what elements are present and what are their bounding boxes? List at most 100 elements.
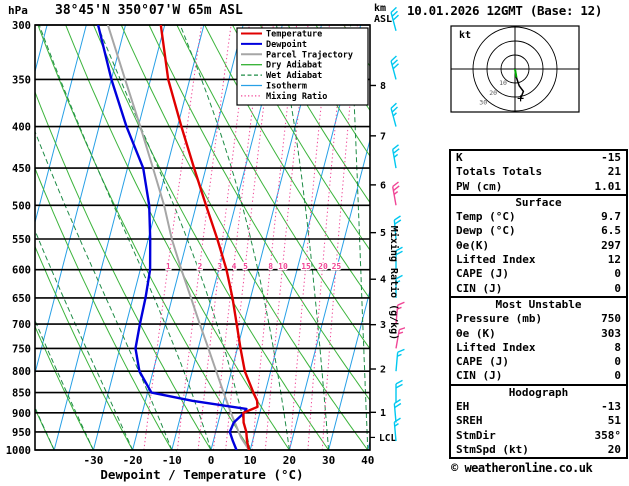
stat-value: 358° <box>594 428 622 442</box>
altitude-unit-asl: ASL <box>374 14 392 25</box>
mixing-ratio-value: 2 <box>198 262 203 271</box>
pressure-tick-label: 650 <box>12 293 31 305</box>
stats-section: Most Unstable Pressure (mb) 750 θe (K) 303 Li… <box>451 295 626 384</box>
km-tick-label: 2 <box>380 365 386 376</box>
mixing-ratio-value: 3 <box>217 262 222 271</box>
pressure-tick-label: 600 <box>12 265 31 277</box>
wind-barb <box>395 274 403 298</box>
stats-section-header: Surface <box>515 195 562 209</box>
km-tick-label: 7 <box>380 131 386 142</box>
stat-row: PW (cm) 1.01 <box>451 180 626 194</box>
lcl-label: LCL <box>379 433 396 444</box>
right-panel: 10.01.2026 12GMT (Base: 12) 10 20 30 kt K -1… <box>405 0 629 486</box>
pressure-tick-label: 700 <box>12 319 31 331</box>
stat-label: CIN (J) <box>456 281 503 295</box>
stat-label: Lifted Index <box>456 340 536 354</box>
stat-row: θe (K) 303 <box>451 327 626 341</box>
isotherms <box>35 25 370 450</box>
stat-label: PW (cm) <box>456 179 503 193</box>
stat-value: 9.7 <box>601 210 621 224</box>
pressure-tick-label: 800 <box>12 366 31 378</box>
pressure-tick-label: 1000 <box>6 445 31 457</box>
stat-value: -13 <box>601 400 621 414</box>
stat-value: 303 <box>601 326 621 340</box>
pressure-tick-label: 300 <box>12 20 31 32</box>
km-tick-label: 1 <box>380 408 386 419</box>
stat-row: CIN (J) 0 <box>451 369 626 383</box>
stat-label: CAPE (J) <box>456 355 509 369</box>
km-tick-label: 8 <box>380 81 386 92</box>
mixing-ratio-value: 4 <box>232 262 237 271</box>
stat-row: SREH 51 <box>451 414 626 428</box>
stat-row: Lifted Index 12 <box>451 253 626 267</box>
temp-tick-label: -20 <box>123 454 143 467</box>
stat-value: 21 <box>607 165 621 179</box>
wind-barb <box>390 6 400 31</box>
hodograph-ring-label: 20 <box>489 89 497 97</box>
stat-value: 0 <box>614 281 621 295</box>
x-axis-label: Dewpoint / Temperature (°C) <box>100 467 303 482</box>
stat-value: 12 <box>607 253 621 267</box>
stat-label: θe (K) <box>456 326 496 340</box>
wind-barb <box>392 181 400 206</box>
stat-label: CIN (J) <box>456 369 503 383</box>
temp-tick-label: -10 <box>162 454 182 467</box>
stat-row: Totals Totals 21 <box>451 165 626 179</box>
stat-value: 8 <box>614 340 621 354</box>
stats-section: K -15 Totals Totals 21 PW (cm) 1.01 <box>451 151 626 194</box>
hodograph-ring-label: 10 <box>499 79 507 87</box>
stat-label: Lifted Index <box>456 253 536 267</box>
pressure-tick-label: 500 <box>12 200 31 212</box>
km-tick-label: 5 <box>380 228 386 239</box>
stat-value: 0 <box>614 355 621 369</box>
stat-row: K -15 <box>451 151 626 165</box>
profiles <box>96 25 259 450</box>
plot-border <box>34 24 371 451</box>
pressure-tick-label: 900 <box>12 408 31 420</box>
datetime-header: 10.01.2026 12GMT (Base: 12) <box>407 3 603 18</box>
legend-label: Mixing Ratio <box>266 91 327 102</box>
stat-row: EH -13 <box>451 400 626 414</box>
stat-row: Pressure (mb) 750 <box>451 312 626 326</box>
stats-table: K -15 Totals Totals 21 PW (cm) 1.01 Surface Tem… <box>449 149 628 460</box>
mixing-ratio-value: 25 <box>332 262 342 271</box>
skewt-chart: 1 2 3 4 5 8 10 15 20 2530035040045050055060065070… <box>6 3 405 482</box>
legend-label: Dewpoint <box>266 39 307 50</box>
chart-title: 38°45'N 350°07'W 65m ASL <box>55 3 243 18</box>
stat-row: θe(K) 297 <box>451 239 626 253</box>
pressure-tick-label: 400 <box>12 122 31 134</box>
wind-barb <box>395 348 405 372</box>
wind-barb <box>395 246 403 270</box>
stat-label: StmDir <box>456 428 496 442</box>
stat-value: 0 <box>614 369 621 383</box>
stat-label: θe(K) <box>456 238 490 252</box>
temp-tick-label: 30 <box>322 454 335 467</box>
temp-tick-label: 20 <box>283 454 296 467</box>
copyright: © weatheronline.co.uk <box>451 461 593 475</box>
stat-label: Pressure (mb) <box>456 312 543 326</box>
stat-label: SREH <box>456 414 483 428</box>
dewpoint-curve <box>96 25 248 450</box>
stat-value: 1.01 <box>594 179 622 193</box>
hodograph-unit-label: kt <box>459 30 471 41</box>
stat-value: 6.5 <box>601 224 621 238</box>
wind-barb <box>393 215 402 240</box>
km-tick-label: 6 <box>380 180 386 191</box>
pressure-tick-label: 550 <box>12 234 31 246</box>
stats-section-header: Hodograph <box>508 385 569 399</box>
pressure-tick-label: 350 <box>12 74 31 86</box>
stats-section: Surface Temp (°C) 9.7 Dewp (°C) 6.5 θe(K) 297 L… <box>451 193 626 296</box>
pressure-tick-label: 850 <box>12 388 31 400</box>
mixing-ratio-value: 20 <box>318 262 328 271</box>
mixing-ratio-value: 15 <box>301 262 311 271</box>
stat-label: K <box>456 151 463 164</box>
wind-barb <box>395 326 405 349</box>
stat-label: Dewp (°C) <box>456 224 516 238</box>
stat-row: Dewp (°C) 6.5 <box>451 224 626 238</box>
legend-label: Parcel Trajectory <box>266 49 353 60</box>
legend-box <box>236 27 369 106</box>
stats-section-header: Most Unstable <box>495 297 582 311</box>
pressure-tick-label: 450 <box>12 163 31 175</box>
